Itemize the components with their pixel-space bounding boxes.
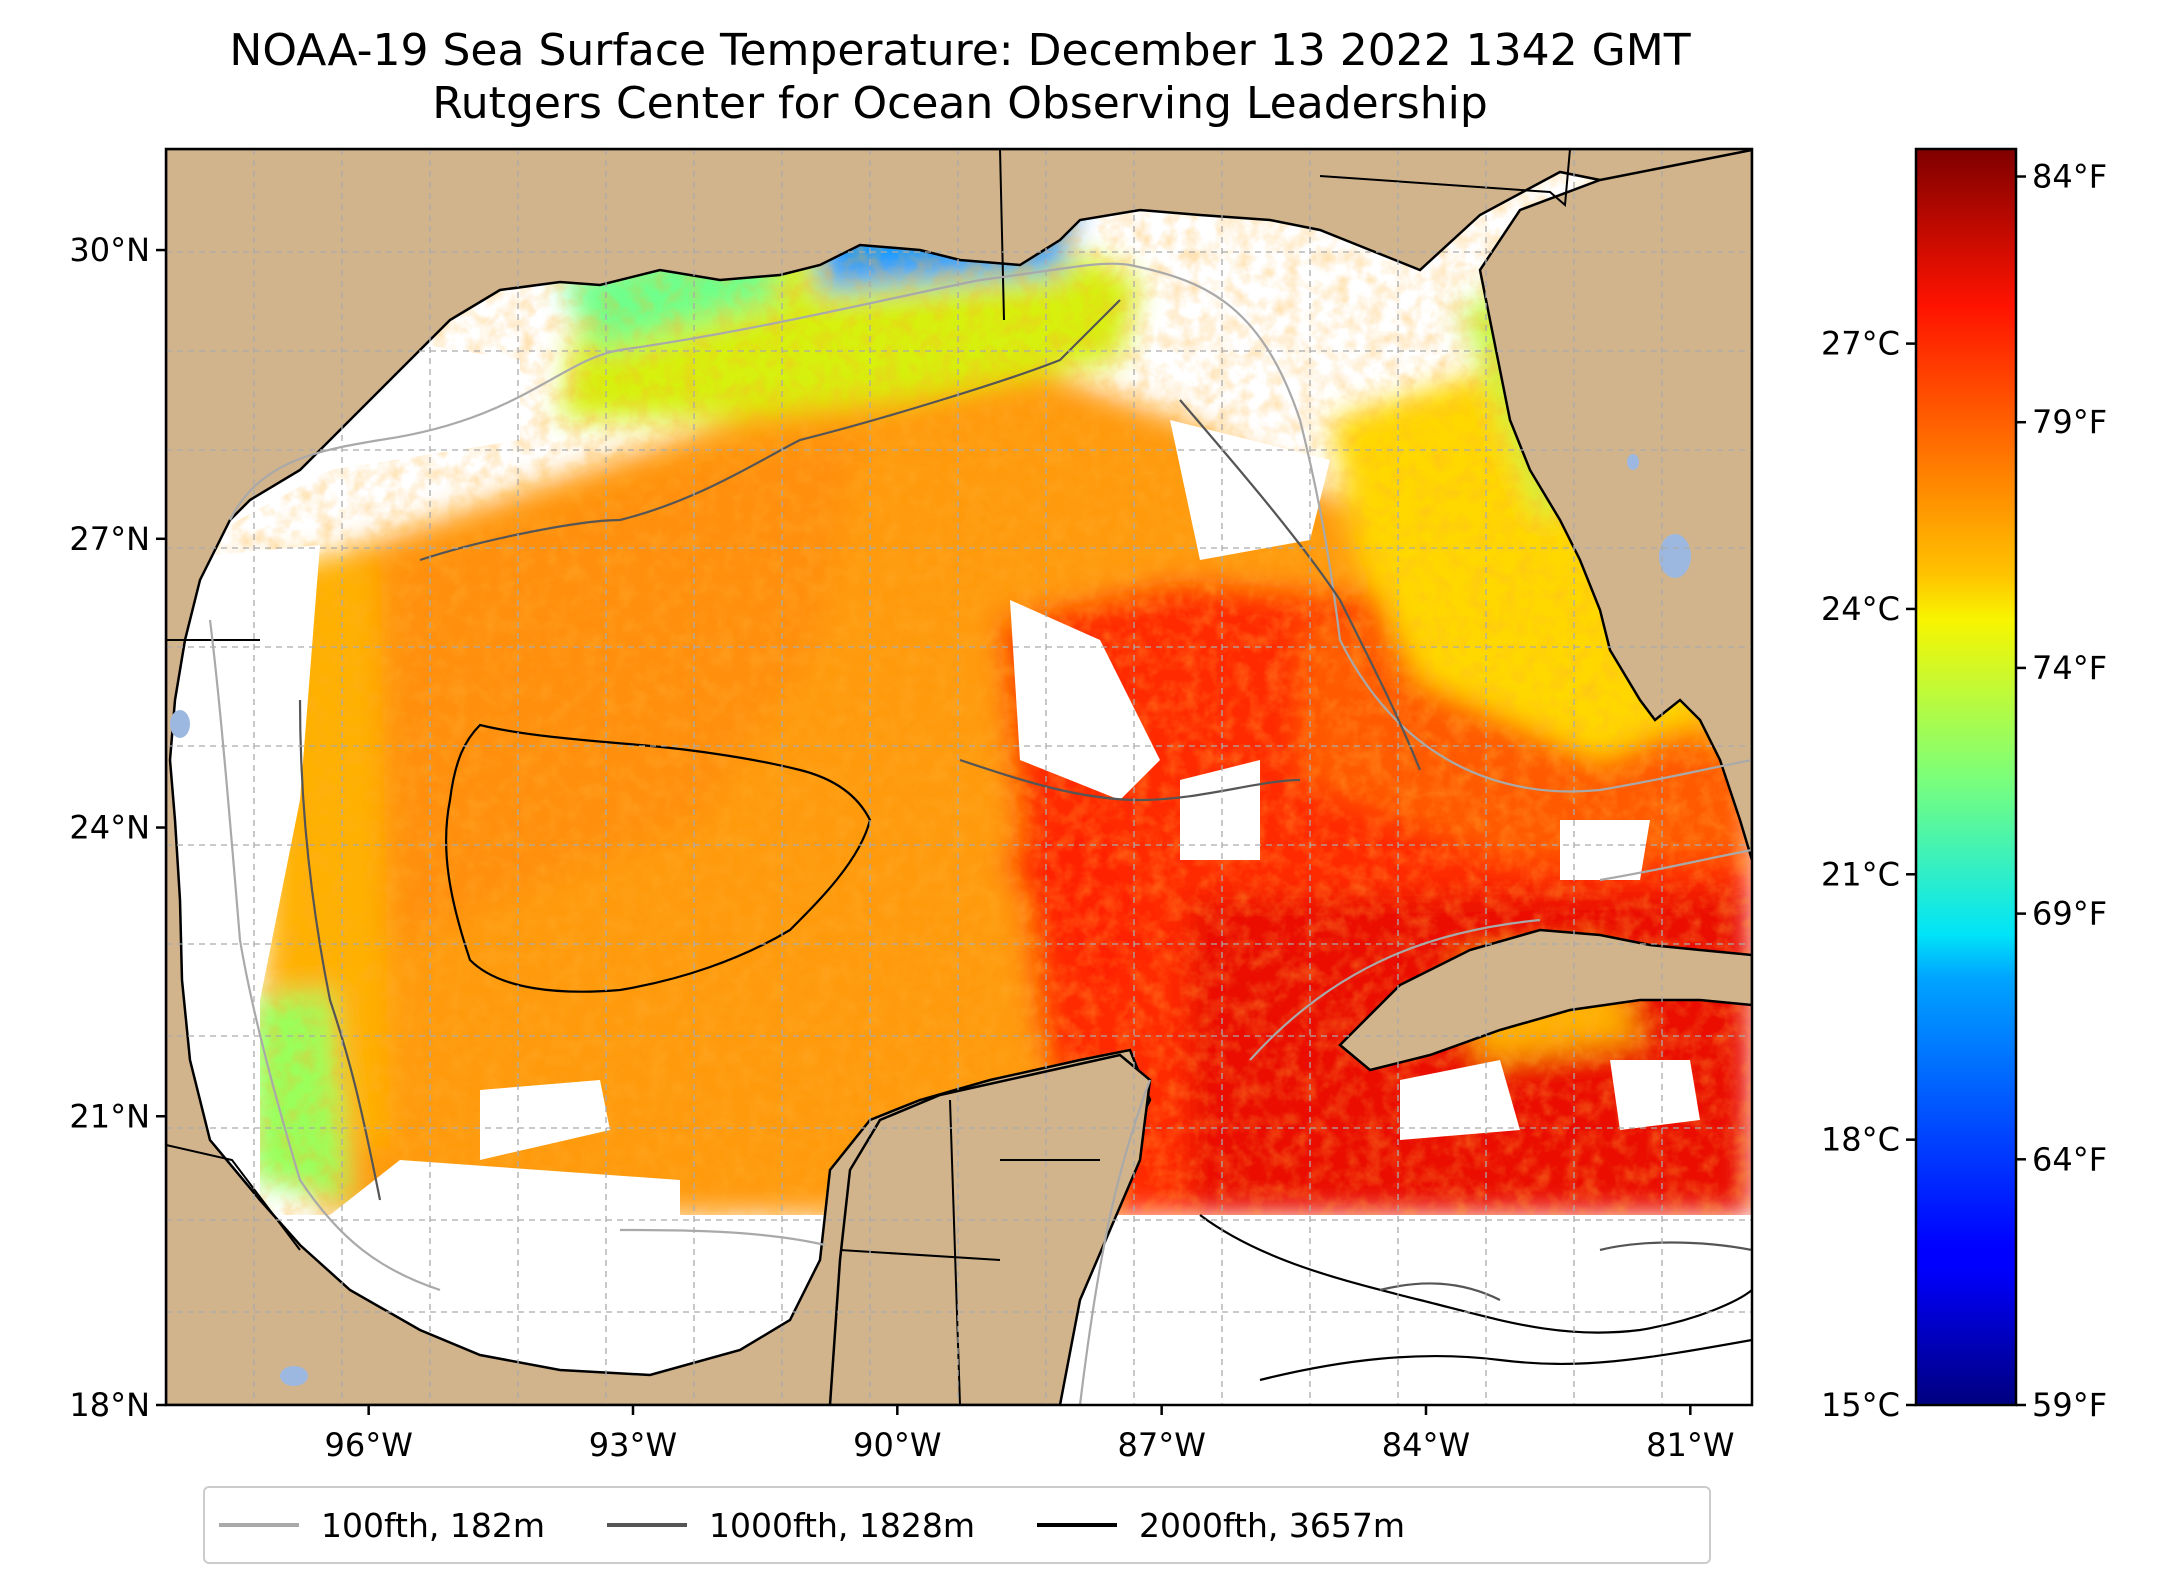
celsius-tick-label: 15°C	[1821, 1386, 1900, 1424]
lat-tick-label: 27°N	[69, 520, 150, 558]
legend-item-1000fth: 1000fth, 1828m	[607, 1506, 975, 1545]
map-title: NOAA-19 Sea Surface Temperature: Decembe…	[229, 25, 1691, 76]
map-subtitle: Rutgers Center for Ocean Observing Leade…	[432, 78, 1488, 129]
lakes	[170, 454, 1691, 1386]
colorbar-fahrenheit-axis: 84°F 79°F 74°F 69°F 64°F 59°F	[2016, 158, 2107, 1424]
legend-label-1000fth: 1000fth, 1828m	[709, 1505, 975, 1545]
latitude-axis: 30°N 27°N 24°N 21°N 18°N	[69, 231, 166, 1424]
land	[166, 149, 1752, 1405]
lon-tick-label: 84°W	[1382, 1426, 1470, 1464]
fahrenheit-tick-label: 84°F	[2032, 158, 2107, 196]
legend-label-2000fth: 2000fth, 3657m	[1138, 1505, 1405, 1545]
lat-tick-label: 30°N	[69, 231, 150, 269]
legend-swatch-100fth	[219, 1523, 299, 1527]
fahrenheit-tick-label: 64°F	[2032, 1140, 2107, 1178]
fahrenheit-tick-label: 79°F	[2032, 403, 2107, 441]
contour-100fth	[208, 262, 1752, 1405]
legend-swatch-1000fth	[607, 1523, 687, 1527]
gridlines	[166, 149, 1752, 1405]
celsius-tick-label: 24°C	[1821, 590, 1900, 628]
colorbar	[1914, 147, 2018, 1407]
bathymetry-legend: 100fth, 182m 1000fth, 1828m 2000fth, 365…	[203, 1486, 1711, 1564]
fahrenheit-tick-label: 74°F	[2032, 649, 2107, 687]
lat-tick-label: 18°N	[69, 1386, 150, 1424]
contour-2000fth	[445, 723, 872, 993]
contour-1000fth	[298, 299, 1422, 1201]
lon-tick-label: 93°W	[589, 1426, 677, 1464]
lon-tick-label: 96°W	[324, 1426, 412, 1464]
bathymetry-contours	[208, 262, 1752, 1405]
lon-tick-label: 81°W	[1646, 1426, 1734, 1464]
fahrenheit-tick-label: 59°F	[2032, 1386, 2107, 1424]
fahrenheit-tick-label: 69°F	[2032, 895, 2107, 933]
celsius-tick-label: 27°C	[1821, 325, 1900, 363]
longitude-axis: 96°W 93°W 90°W 87°W 84°W 81°W	[324, 1405, 1735, 1464]
legend-item-100fth: 100fth, 182m	[219, 1506, 545, 1545]
lat-tick-label: 21°N	[69, 1097, 150, 1135]
celsius-tick-label: 21°C	[1821, 855, 1900, 893]
legend-swatch-2000fth	[1036, 1523, 1117, 1527]
lon-tick-label: 90°W	[853, 1426, 941, 1464]
lon-tick-label: 87°W	[1117, 1426, 1205, 1464]
celsius-tick-label: 18°C	[1821, 1121, 1900, 1159]
map-area	[166, 149, 1752, 1405]
lat-tick-label: 24°N	[69, 809, 150, 847]
map-frame	[164, 147, 1754, 1407]
legend-item-2000fth: 2000fth, 3657m	[1036, 1505, 1405, 1545]
colorbar-celsius-axis: 27°C 24°C 21°C 18°C 15°C	[1821, 325, 1916, 1424]
legend-label-100fth: 100fth, 182m	[321, 1505, 545, 1545]
